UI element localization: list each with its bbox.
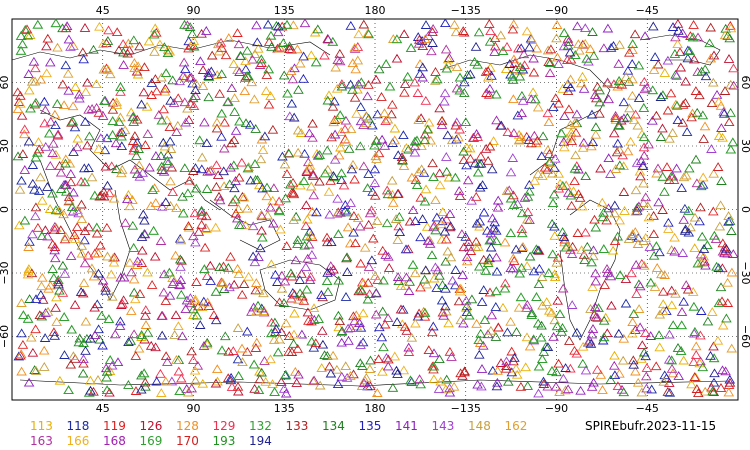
lat-tick-right: 60 xyxy=(739,76,750,90)
lat-tick-left: −30 xyxy=(0,261,11,284)
legend-item: 194 xyxy=(249,434,272,448)
lon-tick-bottom: 90 xyxy=(187,402,201,415)
lat-tick-left: 30 xyxy=(0,139,11,153)
lon-tick-top: 90 xyxy=(187,4,201,17)
legend-item: 119 xyxy=(103,419,126,433)
axis-ticks: 45 90 135 180 −135 −90 −45 45 90 135 180 −135 −90 −45… xyxy=(0,4,750,415)
marker-series xyxy=(16,19,737,397)
legend-item: 118 xyxy=(67,419,90,433)
lon-tick-bottom: −45 xyxy=(636,402,659,415)
lat-tick-right: 30 xyxy=(739,139,750,153)
legend-item: 170 xyxy=(176,434,199,448)
legend-item: 132 xyxy=(249,419,272,433)
lon-tick-bottom: 180 xyxy=(365,402,386,415)
lon-tick-top: 180 xyxy=(365,4,386,17)
legend-item: 135 xyxy=(359,419,382,433)
lat-tick-left: −60 xyxy=(0,325,11,348)
lon-tick-bottom: −135 xyxy=(451,402,481,415)
lat-tick-right: −60 xyxy=(739,325,750,348)
legend-item: 168 xyxy=(103,434,126,448)
lon-tick-bottom: 135 xyxy=(274,402,295,415)
legend-item: 134 xyxy=(322,419,345,433)
marker-series xyxy=(13,18,736,397)
legend-item: 133 xyxy=(286,419,309,433)
legend: 113 118 119 126 128 129 132 133 134 135 141 143 148 1… xyxy=(30,419,527,448)
legend-item: 148 xyxy=(468,419,491,433)
legend-item: 162 xyxy=(505,419,528,433)
legend-item: 166 xyxy=(67,434,90,448)
lon-tick-bottom: −90 xyxy=(545,402,568,415)
legend-item: 169 xyxy=(140,434,163,448)
legend-item: 163 xyxy=(30,434,53,448)
legend-item: 128 xyxy=(176,419,199,433)
legend-item: 126 xyxy=(140,419,163,433)
lon-tick-top: 45 xyxy=(96,4,110,17)
legend-item: 193 xyxy=(213,434,236,448)
marker-series xyxy=(23,21,732,395)
lon-tick-top: −45 xyxy=(636,4,659,17)
lat-tick-right: 0 xyxy=(739,206,750,213)
lon-tick-top: −135 xyxy=(451,4,481,17)
marker-series xyxy=(27,23,729,398)
lon-tick-top: −90 xyxy=(545,4,568,17)
observation-markers xyxy=(12,18,739,398)
legend-item: 141 xyxy=(395,419,418,433)
lat-tick-left: 60 xyxy=(0,76,11,90)
marker-series xyxy=(12,19,735,398)
lat-tick-right: −30 xyxy=(739,261,750,284)
lat-tick-left: 0 xyxy=(0,206,11,213)
legend-item: 143 xyxy=(432,419,455,433)
marker-series xyxy=(15,21,737,397)
legend-item: 113 xyxy=(30,419,53,433)
legend-item: 129 xyxy=(213,419,236,433)
marker-series xyxy=(19,18,739,394)
file-title: SPIREbufr.2023-11-15 xyxy=(585,419,716,433)
lon-tick-top: 135 xyxy=(274,4,295,17)
lon-tick-bottom: 45 xyxy=(96,402,110,415)
